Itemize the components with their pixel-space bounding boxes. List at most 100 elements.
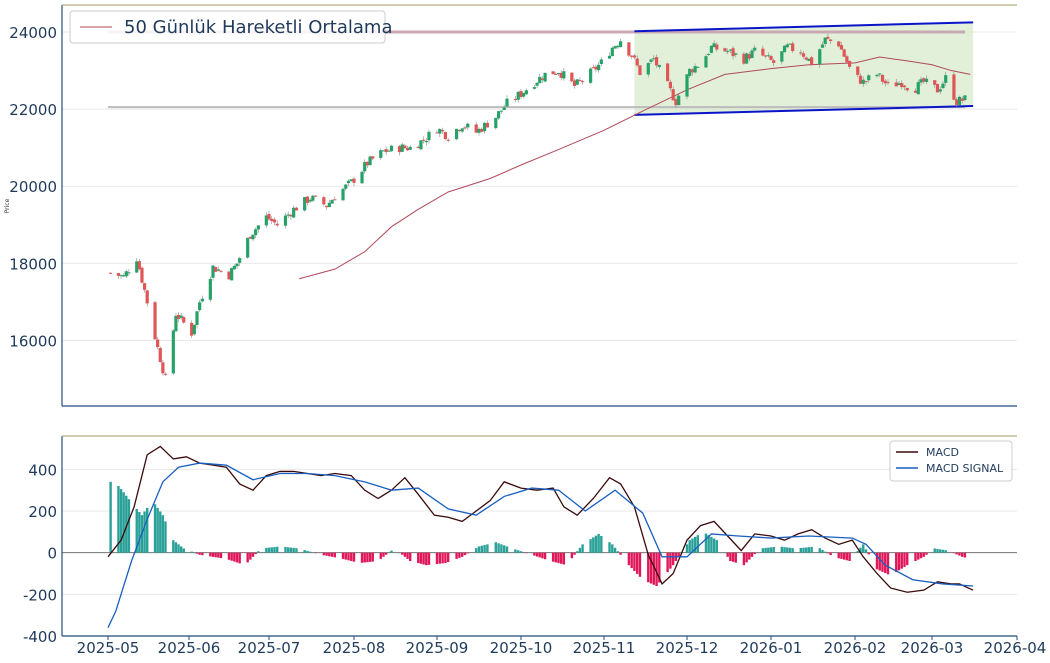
- candle-body: [246, 238, 250, 258]
- candle-body: [610, 47, 614, 57]
- candle-body: [389, 145, 394, 152]
- candle-body: [668, 81, 672, 89]
- macd-histogram-bar: [807, 547, 811, 553]
- macd-histogram-bar: [864, 549, 868, 553]
- candle-body: [219, 270, 223, 272]
- macd-histogram-bar: [551, 552, 555, 562]
- candle-body: [463, 127, 467, 129]
- price-y-tick-label: 16000: [9, 332, 57, 350]
- candle-body: [346, 180, 351, 184]
- candle-body: [818, 49, 822, 65]
- x-tick-label: 2025-12: [656, 639, 719, 657]
- macd-histogram-bar: [177, 544, 180, 553]
- candle-body: [303, 197, 307, 211]
- price-y-tick-label: 24000: [9, 24, 57, 42]
- macd-histogram-bar: [810, 546, 813, 553]
- candle-body: [649, 59, 653, 62]
- macd-histogram-bar: [246, 552, 249, 563]
- candle-body: [709, 45, 713, 53]
- moving-average-line: [299, 56, 971, 280]
- macd-y-tick-label: 400: [28, 461, 57, 479]
- macd-histogram-bar: [211, 552, 215, 557]
- candle-body: [570, 72, 574, 82]
- macd-histogram-bar: [251, 552, 255, 557]
- x-tick-label: 2025-06: [158, 639, 221, 657]
- candle-body: [513, 99, 517, 101]
- macd-histogram-bar: [652, 552, 655, 585]
- channel-lower-line: [634, 105, 974, 116]
- price-overlays: [108, 21, 974, 280]
- macd-histogram-bar: [840, 552, 843, 559]
- macd-histogram-bar: [435, 552, 439, 564]
- candle-body: [685, 74, 689, 97]
- macd-histogram-bar: [925, 552, 928, 555]
- candle-body: [704, 56, 708, 68]
- macd-histogram-bar: [463, 552, 467, 556]
- macd-histogram-bar: [270, 547, 273, 553]
- x-tick-label: 2025-07: [238, 639, 301, 657]
- macd-histogram-bar: [636, 552, 639, 574]
- price-axes: 16000 18000 20000 22000 24000 Price: [4, 4, 1017, 407]
- candle-body: [677, 95, 681, 106]
- macd-histogram-bar: [390, 550, 393, 553]
- candle-body: [693, 66, 697, 73]
- candle-body: [283, 215, 288, 226]
- candle-body: [616, 45, 620, 48]
- candle-body: [524, 90, 528, 95]
- candle-body: [599, 59, 603, 65]
- candle-body: [780, 51, 784, 62]
- candle-body: [745, 53, 749, 64]
- candle-body: [875, 74, 879, 77]
- macd-histogram-bar: [630, 552, 633, 569]
- macd-histogram-bar: [958, 552, 961, 556]
- candle-body: [446, 139, 450, 141]
- macd-histogram-bar: [292, 547, 295, 553]
- macd-histogram-bar: [190, 551, 193, 553]
- candle-body: [924, 78, 929, 82]
- candle-body: [365, 161, 369, 166]
- macd-histogram-bar: [955, 552, 958, 555]
- macd-histogram-bar: [311, 552, 315, 553]
- x-tick-label: 2025-09: [406, 639, 469, 657]
- candle-body: [646, 63, 650, 75]
- macd-histogram-bar: [941, 549, 945, 553]
- candle-body: [788, 43, 792, 45]
- candle-body: [883, 80, 887, 84]
- macd-histogram-bar: [325, 552, 328, 556]
- macd-axes: -400 -200 0 200 400 2025-05 2025-06 2025-07 2025…: [23, 435, 1046, 657]
- candle-body: [422, 139, 426, 141]
- macd-histogram-bar: [145, 507, 149, 553]
- candle-body: [952, 74, 956, 100]
- macd-histogram-bar: [265, 547, 268, 553]
- macd-histogram-bar: [627, 552, 631, 566]
- candle-body: [254, 229, 258, 236]
- macd-histogram-bar: [314, 552, 317, 554]
- candle-body: [666, 63, 670, 82]
- macd-histogram-bar: [306, 550, 309, 553]
- macd-histogram-bar: [219, 552, 223, 559]
- macd-histogram-bar: [455, 552, 458, 559]
- candle-body: [363, 162, 367, 172]
- candle-body: [696, 66, 700, 68]
- candle-body: [551, 71, 555, 75]
- macd-histogram-bar: [182, 548, 185, 553]
- channel-upper-line: [634, 21, 974, 33]
- macd-legend-label: MACD: [926, 446, 959, 459]
- candle-body: [443, 132, 447, 140]
- candle-body: [119, 275, 123, 277]
- candle-body: [572, 80, 577, 86]
- macd-histogram-bar: [691, 538, 694, 553]
- candle-body: [419, 140, 423, 150]
- macd-histogram-bar: [633, 552, 636, 571]
- macd-histogram-bar: [666, 552, 669, 573]
- macd-histogram-bar: [195, 552, 199, 554]
- candle-body: [116, 273, 121, 276]
- macd-histogram-bar: [153, 504, 157, 553]
- candle-body: [556, 73, 561, 75]
- macd-histogram-bar: [230, 552, 233, 561]
- macd-histogram-bar: [761, 548, 765, 553]
- macd-histogram-bar: [914, 552, 917, 561]
- candle-body: [485, 122, 489, 128]
- macd-y-tick-label: -400: [23, 628, 57, 646]
- candle-body: [690, 69, 695, 73]
